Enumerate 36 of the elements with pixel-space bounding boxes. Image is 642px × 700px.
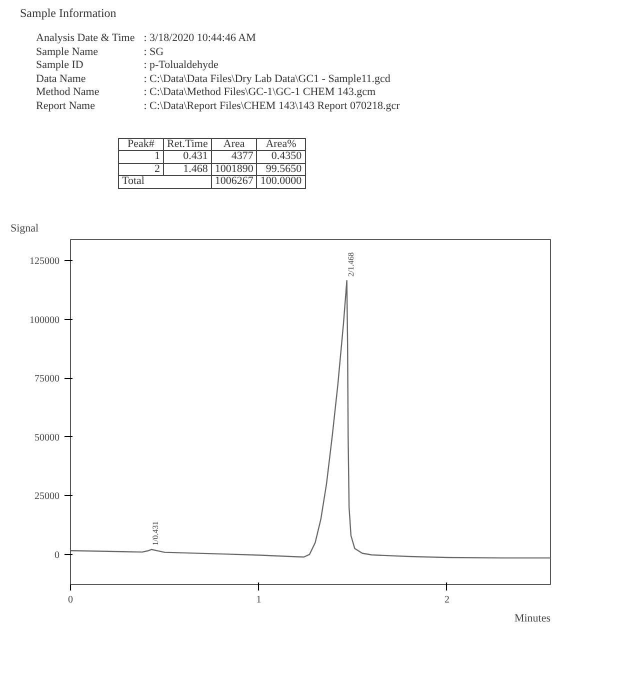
x-tick-label: 2 bbox=[444, 594, 450, 606]
text: 0.4350 bbox=[256, 150, 306, 164]
text: 0.431 bbox=[164, 150, 212, 164]
title: Sample Information bbox=[20, 5, 116, 22]
text: 2 bbox=[118, 162, 164, 176]
text: Data Name : C:\Data\Data Files\Dry Lab Data\GC1 - Sample11.gcd bbox=[36, 72, 390, 85]
text: Analysis Date & Time : 3/18/2020 10:44:46 AM bbox=[36, 32, 257, 46]
text: Sample Name : SG bbox=[36, 46, 164, 58]
text: 1001890 bbox=[211, 162, 257, 176]
text: 1.468 bbox=[164, 162, 212, 176]
x-tick-label: 1 bbox=[256, 594, 262, 606]
y-tick-label: 50000 bbox=[34, 432, 60, 444]
text: 1006267 bbox=[211, 175, 257, 188]
text: 99.5650 bbox=[256, 162, 306, 176]
y-tick-label: 75000 bbox=[34, 374, 60, 385]
y-axis-title: Signal bbox=[10, 222, 39, 234]
y-tick-label: 100000 bbox=[30, 314, 60, 326]
y-tick-label: 125000 bbox=[30, 256, 60, 268]
text: Ret.Time bbox=[164, 138, 212, 151]
x-axis-title: Minutes bbox=[514, 612, 551, 624]
text: Total bbox=[118, 175, 212, 188]
text: Area% bbox=[256, 138, 306, 151]
text: Peak# bbox=[118, 138, 164, 151]
text: Area bbox=[211, 138, 257, 151]
text: Method Name : C:\Data\Method Files\GC-1\GC-1 CHEM 143.gcm bbox=[36, 86, 376, 98]
text: 100.0000 bbox=[256, 175, 306, 188]
line-series bbox=[70, 280, 550, 558]
text: 1 bbox=[118, 150, 164, 164]
y-tick-label: 25000 bbox=[34, 491, 60, 502]
text: 4377 bbox=[211, 150, 257, 164]
text: Sample ID : p-Tolualdehyde bbox=[36, 59, 218, 72]
annotation: 1/0.431 bbox=[151, 521, 160, 546]
text: Report Name : C:\Data\Report Files\CHEM 143\143 Report 070218.gcr bbox=[36, 100, 400, 112]
annotation: 2/1.468 bbox=[346, 252, 356, 277]
y-tick-label: 0 bbox=[54, 550, 60, 561]
x-tick-label: 0 bbox=[68, 594, 73, 606]
